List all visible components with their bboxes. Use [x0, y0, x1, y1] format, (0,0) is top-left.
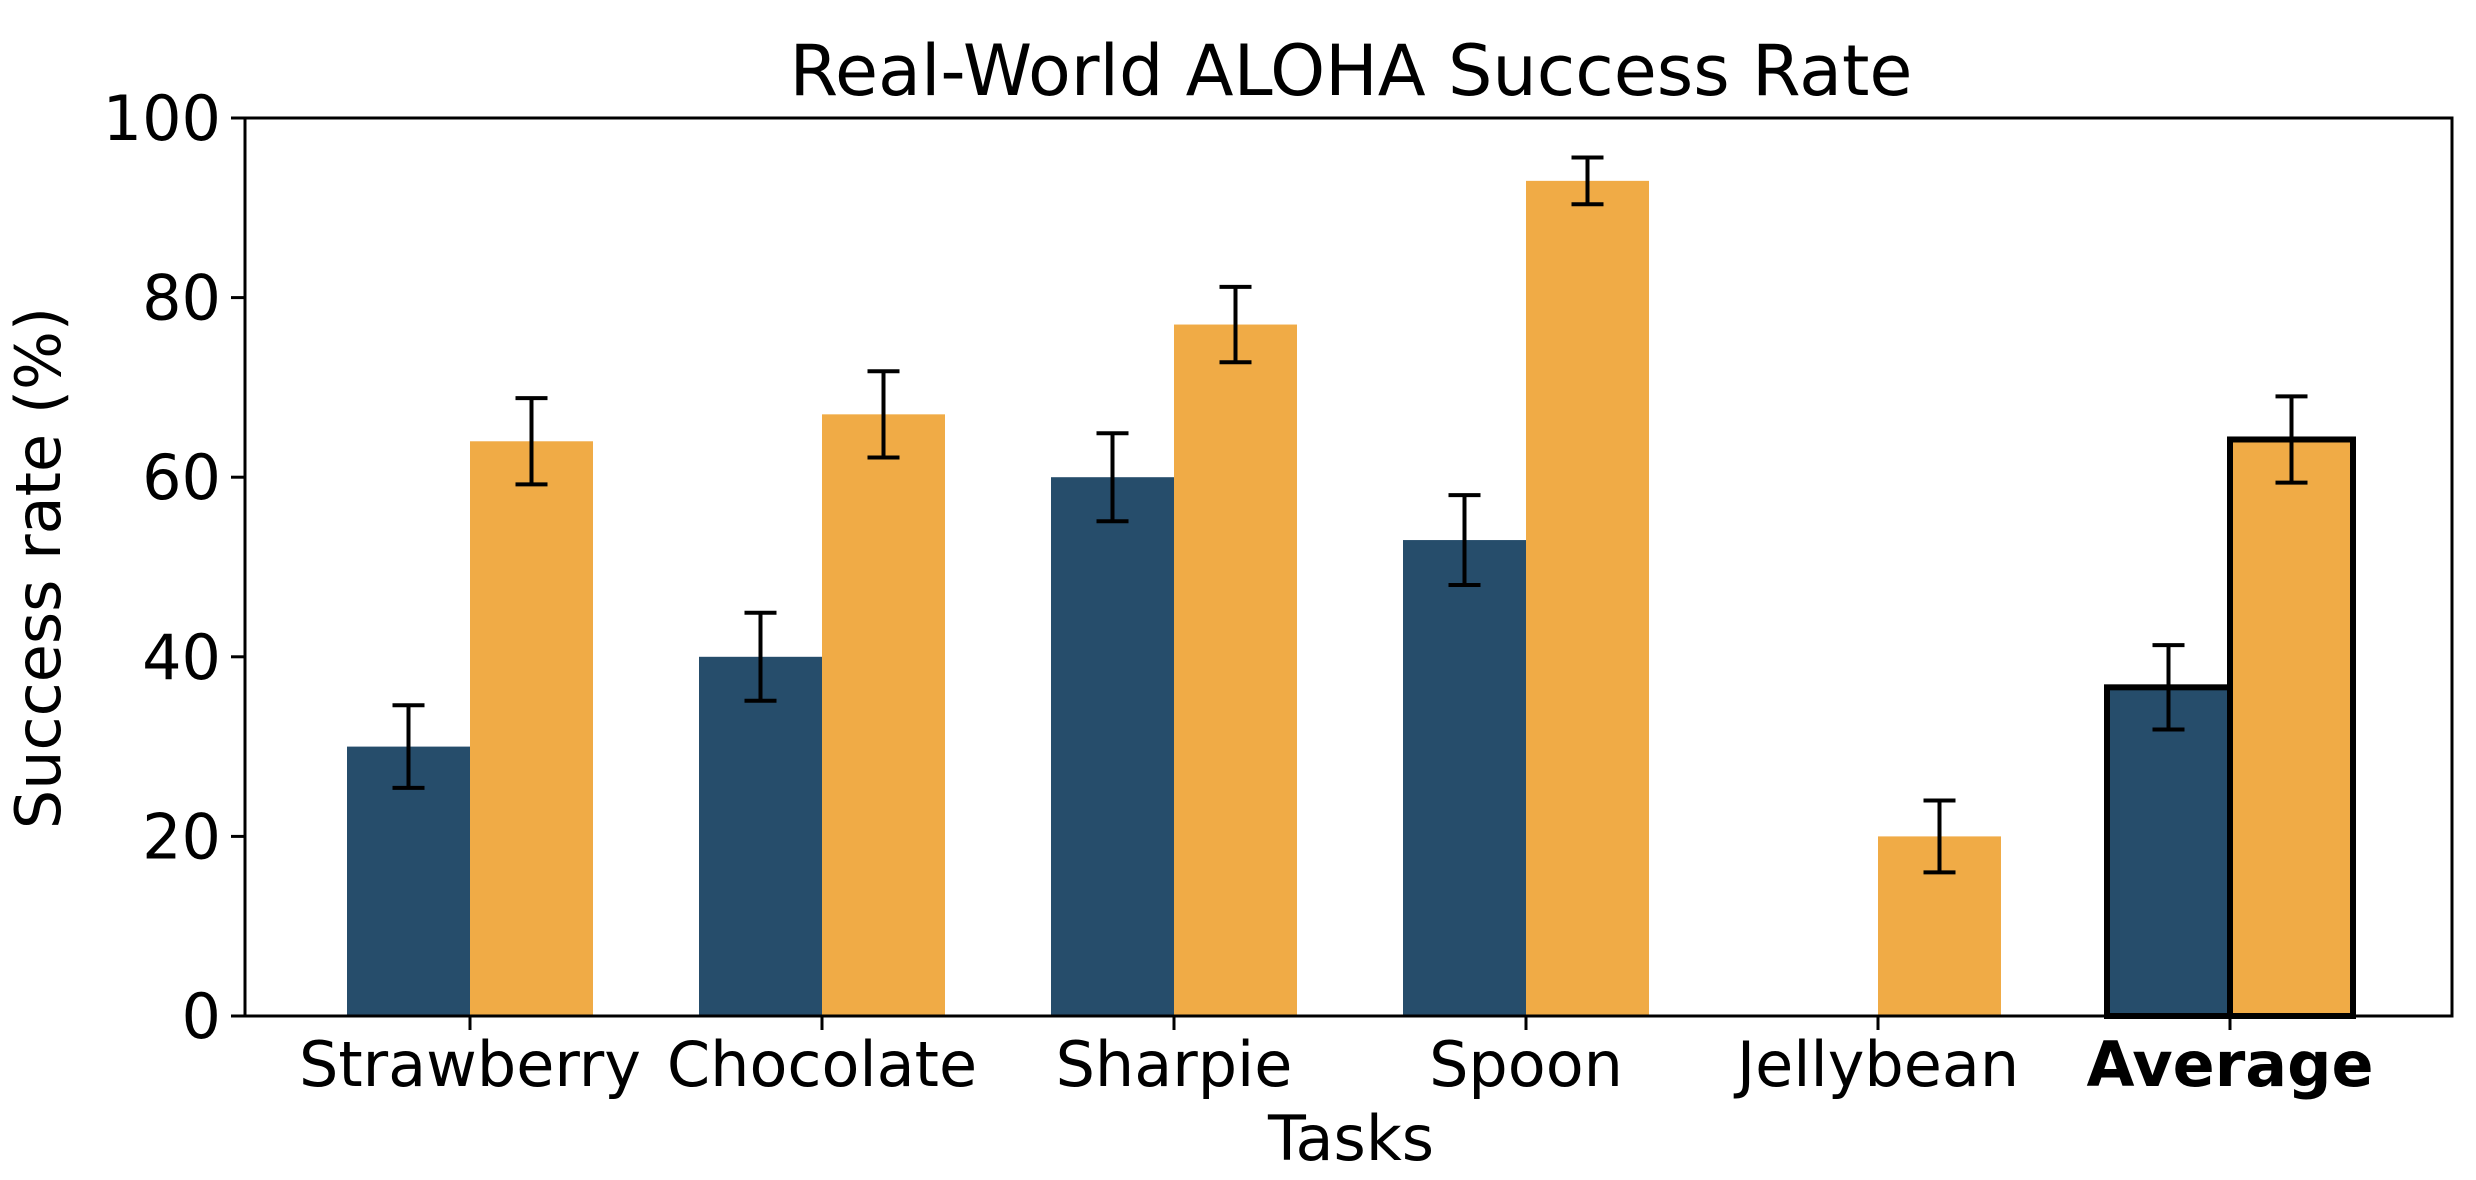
x-tick-label-jellybean: Jellybean [1733, 1028, 2019, 1101]
bar-2-strawberry [470, 441, 593, 1016]
bar-2-chocolate [822, 414, 945, 1017]
bar-1-average [2104, 684, 2233, 1019]
y-axis-label: Success rate (%) [2, 307, 75, 829]
x-tick-label-chocolate: Chocolate [667, 1028, 977, 1101]
bar-1-chocolate [699, 656, 822, 1016]
x-tick-label-sharpie: Sharpie [1056, 1028, 1293, 1101]
plot-frame [243, 116, 2454, 1018]
x-tick-label-spoon: Spoon [1429, 1028, 1623, 1101]
y-tick-label-0: 0 [182, 980, 221, 1053]
x-tick-label-average: Average [2086, 1028, 2373, 1101]
bar-2-average [2227, 436, 2356, 1019]
bar-1-strawberry [347, 746, 470, 1016]
axes: Strawberry Chocolate Sharpie Spoon Jellybean… [103, 82, 2374, 1101]
y-tick-label-20: 20 [142, 800, 221, 873]
chart-title: Real-World ALOHA Success Rate [790, 30, 1913, 112]
bar-2-spoon [1526, 180, 1649, 1017]
y-tick-label-40: 40 [142, 621, 221, 694]
plot-area [347, 155, 2356, 1019]
x-axis-label: Tasks [1267, 1102, 1434, 1175]
x-tick-label-strawberry: Strawberry [299, 1028, 641, 1101]
y-tick-label-100: 100 [103, 82, 221, 155]
bar-1-spoon [1403, 540, 1526, 1016]
y-tick-label-60: 60 [142, 441, 221, 514]
y-tick-label-80: 80 [142, 262, 221, 335]
bar-2-sharpie [1174, 324, 1297, 1016]
bar-1-sharpie [1051, 477, 1174, 1016]
